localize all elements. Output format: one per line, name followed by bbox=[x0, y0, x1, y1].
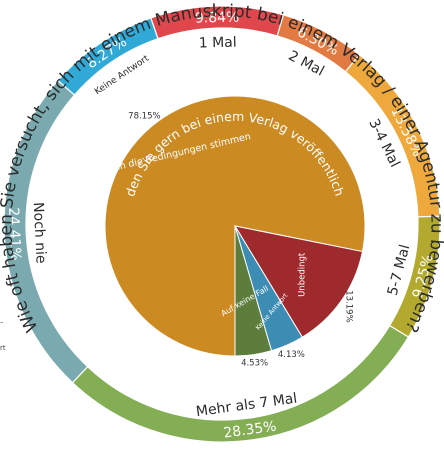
ring-segment-keine-antwort bbox=[57, 17, 159, 96]
ring-value-label: 9.84% bbox=[195, 10, 240, 27]
side-fragment-2: rt bbox=[0, 344, 6, 352]
pie-slice-unbedingt bbox=[233, 225, 364, 338]
pie-value-label: 13.19% bbox=[344, 290, 354, 322]
outer-ring bbox=[3, 5, 441, 443]
pie-category-label: Unbedingt bbox=[298, 252, 308, 297]
side-fragment-1: – bbox=[0, 318, 4, 326]
ring-category-label: 1 Mal bbox=[199, 35, 237, 52]
ring-value-label: 24.41% bbox=[5, 207, 24, 261]
pie-value-label: 78.15% bbox=[128, 111, 160, 121]
ring-category-label: Noch nie bbox=[30, 202, 49, 264]
pie-value-label: 4.53% bbox=[241, 359, 268, 369]
pie-slice-auf-keine-fall bbox=[234, 225, 273, 357]
ring-value-label: 28.35% bbox=[222, 419, 277, 442]
inner-pie bbox=[104, 95, 366, 357]
pie-value-label: 4.13% bbox=[278, 350, 305, 360]
